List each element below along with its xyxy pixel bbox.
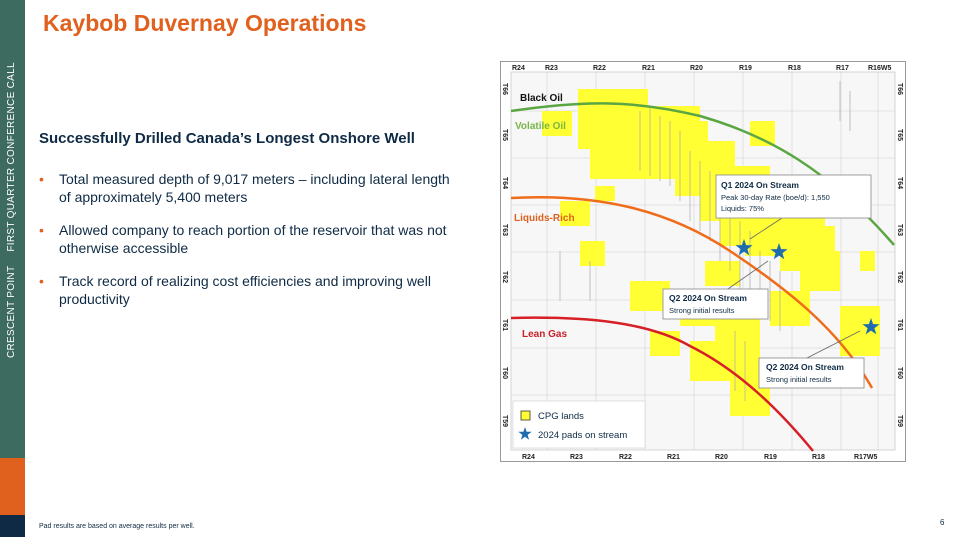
range-label: R19 bbox=[739, 65, 752, 72]
page-number: 6 bbox=[940, 518, 945, 527]
callout-line: Strong initial results bbox=[669, 306, 735, 315]
callout-line: Strong initial results bbox=[766, 375, 832, 384]
range-label: R19 bbox=[764, 454, 777, 461]
liquids-rich-label: Liquids-Rich bbox=[514, 213, 575, 224]
lands-swatch-icon bbox=[520, 410, 531, 421]
township-label: T62 bbox=[896, 271, 903, 283]
sidebar-navy-block bbox=[0, 515, 25, 537]
township-label: T59 bbox=[501, 415, 508, 427]
township-label: T65 bbox=[896, 129, 903, 141]
range-label: R24 bbox=[512, 65, 525, 72]
range-label: R24 bbox=[522, 454, 535, 461]
township-label: T65 bbox=[501, 129, 508, 141]
footnote: Pad results are based on average results… bbox=[39, 523, 195, 530]
range-label: R23 bbox=[570, 454, 583, 461]
bullet-item: Total measured depth of 9,017 meters – i… bbox=[39, 170, 459, 206]
lean-gas-boundary bbox=[510, 316, 814, 452]
pad-stars bbox=[735, 239, 880, 335]
bullet-list: Total measured depth of 9,017 meters – i… bbox=[39, 170, 459, 323]
range-label: R22 bbox=[593, 65, 606, 72]
slide-title: Kaybob Duvernay Operations bbox=[43, 10, 367, 36]
township-label: T61 bbox=[896, 319, 903, 331]
liquids-rich-boundary bbox=[510, 195, 874, 389]
callout-title: Q2 2024 On Stream bbox=[766, 362, 844, 372]
township-label: T66 bbox=[896, 83, 903, 95]
map-legend: CPG lands 2024 pads on stream bbox=[512, 400, 646, 449]
callout-title: Q1 2024 On Stream bbox=[721, 180, 799, 190]
callout-line: Peak 30-day Rate (boe/d): 1,550 bbox=[721, 193, 830, 202]
well-lines bbox=[559, 81, 851, 401]
pad-star-icon bbox=[770, 243, 788, 260]
legend-pads-label: 2024 pads on stream bbox=[538, 430, 627, 441]
range-label: R21 bbox=[642, 65, 655, 72]
lean-gas-label: Lean Gas bbox=[522, 329, 567, 340]
township-label: T60 bbox=[501, 367, 508, 379]
sidebar-company: CRESCENT POINT bbox=[6, 265, 17, 358]
range-label: R18 bbox=[788, 65, 801, 72]
township-label: T59 bbox=[896, 415, 903, 427]
range-labels-bottom: R24 R23 R22 R21 R20 R19 R18 R17W5 bbox=[522, 454, 877, 461]
range-label: R16W5 bbox=[868, 65, 891, 72]
township-label: T61 bbox=[501, 319, 508, 331]
black-oil-label: Black Oil bbox=[520, 93, 563, 104]
sidebar-accent-block bbox=[0, 458, 25, 515]
range-label: R23 bbox=[545, 65, 558, 72]
township-label: T63 bbox=[501, 224, 508, 236]
pad-star-icon bbox=[735, 239, 753, 256]
bullet-item: Track record of realizing cost efficienc… bbox=[39, 272, 459, 308]
callout-q2-b: Q2 2024 On Stream Strong initial results bbox=[758, 357, 865, 389]
range-label: R20 bbox=[690, 65, 703, 72]
sidebar-caption: CRESCENT POINT FIRST QUARTER CONFERENCE C… bbox=[3, 38, 21, 358]
township-label: T60 bbox=[896, 367, 903, 379]
callout-q1: Q1 2024 On Stream Peak 30-day Rate (boe/… bbox=[715, 174, 872, 219]
volatile-oil-label: Volatile Oil bbox=[515, 121, 566, 132]
callout-title: Q2 2024 On Stream bbox=[669, 293, 747, 303]
bullet-item: Allowed company to reach portion of the … bbox=[39, 221, 459, 257]
range-label: R17W5 bbox=[854, 454, 877, 461]
township-label: T66 bbox=[501, 83, 508, 95]
township-label: T64 bbox=[896, 177, 903, 189]
range-labels-top: R24 R23 R22 R21 R20 R19 R18 R17 R16W5 bbox=[512, 65, 891, 72]
range-label: R21 bbox=[667, 454, 680, 461]
pad-star-icon bbox=[862, 318, 880, 335]
township-labels-right: T66 T65 T64 T63 T62 T61 T60 T59 bbox=[896, 83, 903, 427]
range-label: R18 bbox=[812, 454, 825, 461]
slide-subtitle: Successfully Drilled Canada’s Longest On… bbox=[39, 130, 415, 147]
star-icon bbox=[518, 427, 532, 440]
township-label: T62 bbox=[501, 271, 508, 283]
legend-lands-label: CPG lands bbox=[538, 411, 584, 422]
range-label: R22 bbox=[619, 454, 632, 461]
range-label: R17 bbox=[836, 65, 849, 72]
kaybob-map: Black Oil Volatile Oil Liquids-Rich Lean… bbox=[500, 61, 906, 462]
callout-q2-a: Q2 2024 On Stream Strong initial results bbox=[662, 288, 769, 320]
callout-line: Liquids: 75% bbox=[721, 204, 764, 213]
township-label: T63 bbox=[896, 224, 903, 236]
township-label: T64 bbox=[501, 177, 508, 189]
callout-leaders bbox=[724, 215, 861, 360]
sidebar bbox=[0, 0, 25, 537]
range-label: R20 bbox=[715, 454, 728, 461]
township-labels-left: T66 T65 T64 T63 T62 T61 T60 T59 bbox=[501, 83, 508, 427]
sidebar-event: FIRST QUARTER CONFERENCE CALL bbox=[6, 62, 17, 252]
map-svg: Black Oil Volatile Oil Liquids-Rich Lean… bbox=[500, 61, 906, 462]
